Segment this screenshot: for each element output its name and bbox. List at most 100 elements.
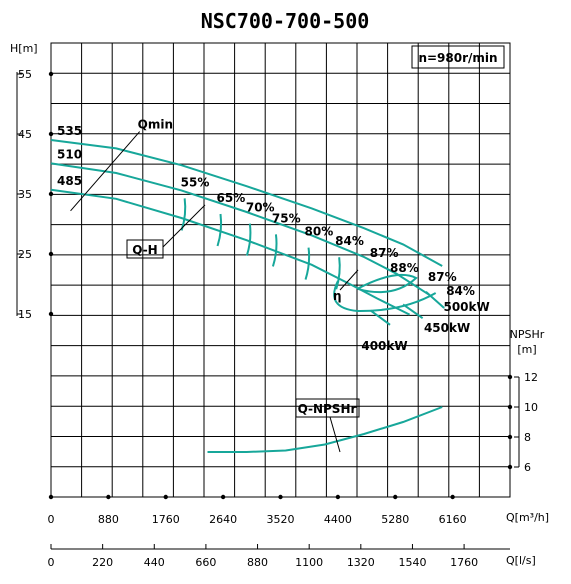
speed-label: n=980r/min [418,51,497,65]
npsh-axis-ticks: 12 10 8 6 [507,371,538,474]
efficiency-label: 88% [390,261,419,275]
efficiency-label: 65% [217,191,246,205]
efficiency-iso-line [271,234,278,267]
npsh-axis-label-1: NPSHr [510,328,545,341]
performance-curves [50,139,445,453]
efficiency-iso-line [335,257,341,290]
flow-m3h-grid-dot [278,494,283,500]
flow-ls-tick-label: 660 [195,556,216,569]
power-curve [402,303,424,320]
head-tick-label: 35 [18,188,32,201]
vertical-gridlines [81,43,480,497]
flow-m3h-tick-label: 4400 [324,513,352,526]
npsh-tick-label: 10 [524,401,538,414]
flow-ls-tick-label: 1760 [450,556,478,569]
efficiency-label: 87% [370,246,399,260]
flow-ls-tick-label: 220 [92,556,113,569]
head-grid-dot [48,311,54,317]
npsh-grid-dot [507,434,513,440]
flow-m3h-grid-dot [163,494,168,500]
npsh-curve [207,406,443,453]
power-label: 500kW [443,300,489,314]
qh-label-box [126,239,164,259]
power-label: 450kW [424,321,470,335]
flow-ls-tick-label: 880 [247,556,268,569]
npsh-grid-dot [507,464,513,470]
head-axis-ticks: 55 45 35 25 15 [17,68,54,321]
flow-m3h-tick-label: 5280 [381,513,409,526]
curve-annotations: 535510485Qmin55%65%70%75%80%84%87%88%87%… [57,118,490,453]
flow-m3h-tick-label: 3520 [267,513,295,526]
head-curve-label: 485 [57,174,82,188]
efficiency-iso-line [304,247,311,280]
npsh-axis-label-2: [m] [517,343,536,356]
flow-m3h-tick-label: 880 [98,513,119,526]
flow-m3h-grid-dot [335,494,341,500]
qh-leader [162,204,206,248]
efficiency-curve-label: η [333,289,342,303]
head-curve-535 [50,139,443,267]
flow-m3h-tick-label: 2640 [209,513,237,526]
head-axis-label: H[m] [10,42,38,55]
flow-m3h-grid-dot [48,494,54,500]
npsh-grid-dot [507,404,513,410]
head-grid-dot [48,71,54,77]
npsh-curve-label: Q-NPSHr [298,402,357,416]
flow-m3h-tick-label: 6160 [439,513,467,526]
efficiency-outer-loop [333,280,437,313]
flow-m3h-grid-dot [106,494,111,500]
flow-m3h-tick-label: 1760 [152,513,180,526]
chart-title: NSC700-700-500 [201,9,370,33]
head-tick-label: 55 [18,68,32,81]
npsh-label-box [295,398,360,418]
efficiency-label: 80% [305,225,334,239]
efficiency-peak-loop [356,274,418,294]
qh-label: Q-H [132,243,157,257]
power-curve [369,309,391,326]
efficiency-iso-line [245,223,252,256]
qmin-label: Qmin [138,118,173,132]
npsh-grid-dot [507,374,513,380]
efficiency-label: 87% [428,270,457,284]
speed-label-box [411,45,505,69]
flow-ls-axis-ticks: 0 220 440 660 880 1100 1320 1540 1760 [48,544,478,569]
flow-m3h-axis-label: Q[m³/h] [506,511,549,524]
flow-m3h-axis-ticks: 0 880 1760 2640 3520 4400 5280 6160 [48,494,467,526]
flow-ls-tick-label: 440 [144,556,165,569]
head-tick-label: 45 [18,128,32,141]
efficiency-leader [339,269,359,291]
head-curve-485 [50,188,411,316]
efficiency-label: 84% [335,234,364,248]
head-tick-label: 15 [18,308,32,321]
flow-ls-tick-label: 1100 [295,556,323,569]
flow-m3h-tick-label: 0 [48,513,55,526]
head-curve-510 [50,162,430,296]
head-grid-dot [48,131,54,137]
flow-m3h-grid-dot [450,494,455,500]
flow-ls-tick-label: 1540 [398,556,426,569]
head-grid-dot [48,251,54,257]
efficiency-iso-line [216,213,223,247]
flow-ls-tick-label: 1320 [347,556,375,569]
npsh-tick-label: 12 [524,371,538,384]
power-curve [425,291,445,309]
npsh-tick-label: 8 [524,431,531,444]
flow-ls-tick-label: 0 [48,556,55,569]
power-label: 400kW [361,339,407,353]
head-curve-label: 535 [57,124,82,138]
head-tick-label: 25 [18,248,32,261]
npsh-leader [329,416,341,453]
efficiency-label: 75% [272,211,301,225]
horizontal-gridlines [51,72,510,468]
efficiency-label: 84% [446,284,475,298]
qmin-leader [70,131,141,212]
head-grid-dot [48,191,54,197]
npsh-tick-label: 6 [524,461,531,474]
efficiency-label: 70% [246,201,275,215]
efficiency-label: 55% [181,175,210,189]
flow-ls-axis-label: Q[l/s] [506,554,536,567]
head-curve-label: 510 [57,147,82,161]
flow-m3h-grid-dot [393,494,398,500]
flow-m3h-grid-dot [220,494,226,500]
